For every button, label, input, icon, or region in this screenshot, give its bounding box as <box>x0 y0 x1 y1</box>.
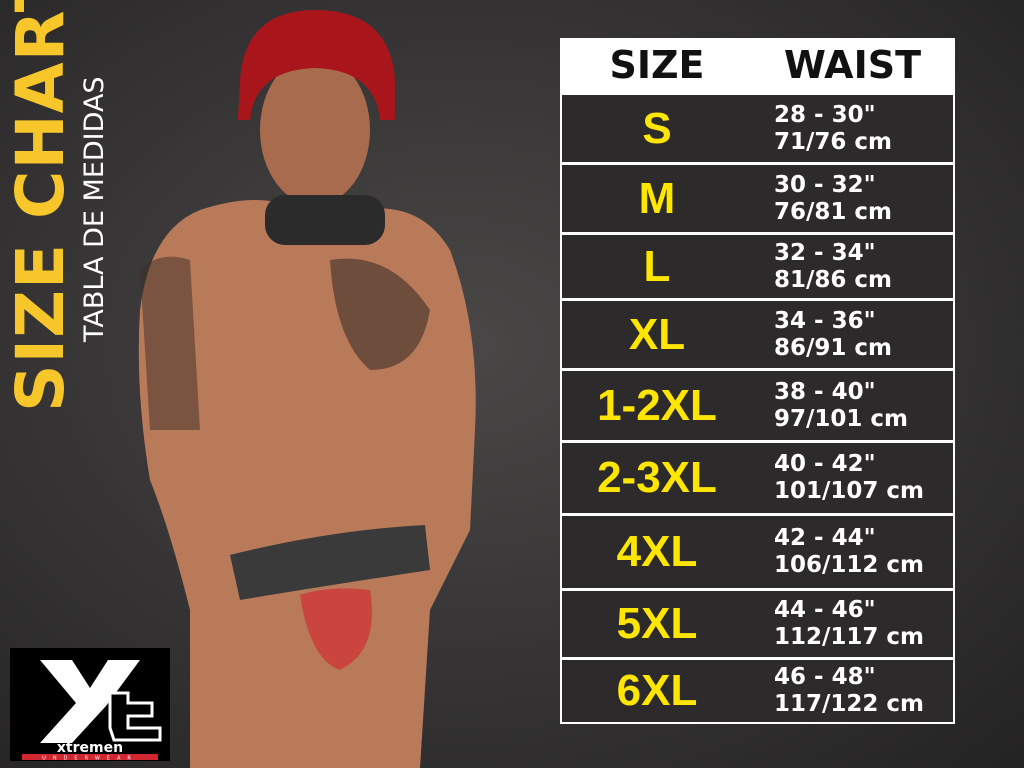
waist-inches: 40 - 42" <box>774 451 876 477</box>
waist-cell: 28 - 30" 71/76 cm <box>752 102 953 156</box>
waist-cell: 46 - 48" 117/122 cm <box>752 664 953 718</box>
waist-cell: 40 - 42" 101/107 cm <box>752 451 953 505</box>
table-row: L 32 - 34" 81/86 cm <box>562 235 953 298</box>
waist-inches: 34 - 36" <box>774 307 876 334</box>
waist-cm: 81/86 cm <box>774 266 893 293</box>
table-row: M 30 - 32" 76/81 cm <box>562 165 953 232</box>
table-row: 2-3XL 40 - 42" 101/107 cm <box>562 443 953 513</box>
size-chart-title: SIZE CHART <box>2 0 79 412</box>
waist-cm: 117/122 cm <box>774 691 925 717</box>
waist-cm: 112/117 cm <box>774 624 925 650</box>
size-label: XL <box>628 309 686 359</box>
waist-cell: 38 - 40" 97/101 cm <box>752 379 953 433</box>
size-label: 6XL <box>616 666 698 715</box>
table-row: S 28 - 30" 71/76 cm <box>562 95 953 162</box>
waist-inches: 42 - 44" <box>774 525 876 551</box>
table-row: 6XL 46 - 48" 117/122 cm <box>562 660 953 722</box>
waist-cm: 71/76 cm <box>774 128 893 155</box>
table-row: XL 34 - 36" 86/91 cm <box>562 301 953 368</box>
model-figure <box>138 10 476 768</box>
header-waist: WAIST <box>783 43 922 87</box>
waist-cell: 42 - 44" 106/112 cm <box>752 525 953 579</box>
size-label: 4XL <box>616 527 698 576</box>
header-size: SIZE <box>609 43 705 87</box>
size-label: S <box>642 103 672 153</box>
svg-text:xtremen: xtremen <box>57 740 123 756</box>
size-chart-table: SIZE WAIST S 28 - 30" 71/76 cm M 30 - 32" 7… <box>560 38 955 724</box>
table-row: 4XL 42 - 44" 106/112 cm <box>562 516 953 588</box>
waist-cell: 32 - 34" 81/86 cm <box>752 240 953 294</box>
waist-inches: 46 - 48" <box>774 664 876 690</box>
waist-inches: 28 - 30" <box>774 101 876 128</box>
size-label: L <box>643 241 671 291</box>
waist-cm: 106/112 cm <box>774 552 925 578</box>
table-header: SIZE WAIST <box>562 38 953 92</box>
size-label: 5XL <box>616 599 698 648</box>
waist-cm: 97/101 cm <box>774 405 909 432</box>
waist-cm: 101/107 cm <box>774 478 925 504</box>
waist-inches: 30 - 32" <box>774 171 876 198</box>
waist-inches: 44 - 46" <box>774 597 876 623</box>
xtremen-logo: xtremen UNDERWEAR <box>10 648 170 762</box>
model-photo <box>138 10 476 768</box>
table-row: 1-2XL 38 - 40" 97/101 cm <box>562 371 953 440</box>
waist-cm: 76/81 cm <box>774 198 893 225</box>
waist-inches: 32 - 34" <box>774 239 876 266</box>
size-label: M <box>638 173 676 223</box>
size-label: 2-3XL <box>597 453 717 502</box>
waist-inches: 38 - 40" <box>774 378 876 405</box>
svg-text:UNDERWEAR: UNDERWEAR <box>42 756 138 762</box>
waist-cm: 86/91 cm <box>774 334 893 361</box>
size-chart-subtitle: TABLA DE MEDIDAS <box>79 76 110 342</box>
table-row: 5XL 44 - 46" 112/117 cm <box>562 591 953 657</box>
waist-cell: 34 - 36" 86/91 cm <box>752 308 953 362</box>
size-label: 1-2XL <box>597 380 717 430</box>
waist-cell: 30 - 32" 76/81 cm <box>752 172 953 226</box>
waist-cell: 44 - 46" 112/117 cm <box>752 597 953 651</box>
